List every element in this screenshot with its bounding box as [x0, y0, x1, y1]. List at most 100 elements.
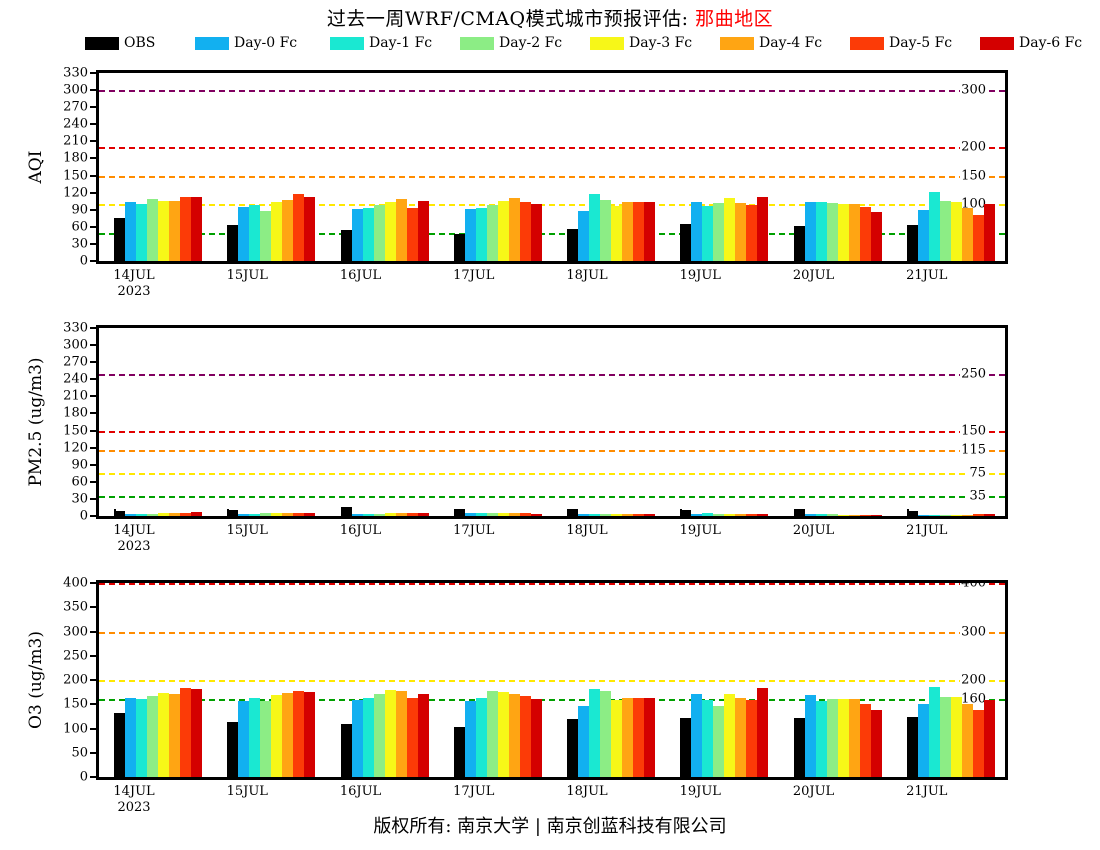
y-tick-label: 210 — [63, 388, 88, 404]
bar — [417, 200, 429, 261]
bar — [917, 514, 929, 516]
threshold-label-200: 200 — [960, 672, 987, 688]
bar — [191, 512, 202, 516]
y-tick-mark — [90, 260, 96, 262]
bar — [395, 513, 407, 516]
bar — [362, 513, 374, 516]
x-tick-label: 17JUL — [453, 523, 495, 538]
x-tick-label: 14JUL — [113, 784, 155, 799]
legend-swatch-icon — [720, 36, 754, 50]
threshold-label-75: 75 — [968, 465, 987, 481]
y-tick-mark — [90, 225, 96, 228]
y-tick-mark — [90, 429, 96, 432]
y-tick-mark — [90, 630, 96, 633]
bar — [293, 690, 305, 777]
x-tick-mark — [227, 254, 230, 261]
y-tick-label: 30 — [71, 491, 88, 507]
bar — [757, 687, 769, 777]
x-tick-label: 16JUL — [339, 523, 382, 538]
y-tick-mark — [90, 446, 96, 449]
bar — [169, 694, 180, 777]
x-tick-mark — [680, 509, 683, 516]
threshold-label-35: 35 — [968, 488, 987, 504]
threshold-line-400 — [99, 583, 1005, 585]
y-tick-label: 400 — [63, 575, 88, 591]
x-tick-label: 15JUL — [226, 523, 268, 538]
bar — [950, 514, 962, 516]
bar — [530, 513, 542, 516]
y-tick-label: 300 — [63, 82, 88, 98]
bar — [191, 688, 202, 777]
threshold-line-115 — [99, 450, 1005, 453]
legend-item-label: Day-0 Fc — [234, 35, 298, 51]
bar — [238, 700, 250, 777]
y-tick-label: 60 — [71, 219, 88, 235]
bar — [702, 513, 714, 516]
x-tick-label: 19JUL — [679, 268, 721, 283]
bar — [497, 200, 509, 261]
bar — [939, 514, 951, 516]
threshold-line-200 — [99, 680, 1005, 682]
threshold-line-200 — [99, 147, 1005, 150]
x-tick-mark — [793, 770, 796, 777]
x-tick-label: 21JUL — [906, 268, 948, 283]
bar — [815, 514, 827, 516]
bar — [826, 514, 838, 516]
y-tick-label: 150 — [63, 168, 88, 184]
bar — [793, 508, 805, 516]
bar — [169, 201, 180, 261]
bar — [227, 509, 239, 516]
bar — [633, 698, 644, 777]
x-tick-label: 17JUL — [453, 784, 495, 799]
x-tick-label: 17JUL — [453, 268, 495, 283]
bar — [271, 513, 283, 516]
bar — [589, 193, 600, 261]
y-tick-label: 90 — [71, 457, 88, 473]
bar — [362, 208, 374, 261]
legend-swatch-icon — [460, 36, 494, 50]
bar — [633, 201, 644, 261]
legend-item-day-6-fc: Day-6 Fc — [980, 33, 1082, 53]
bar — [826, 699, 838, 777]
chart-title-city: 那曲地区 — [695, 8, 774, 30]
bar — [633, 514, 644, 516]
y-tick-mark — [90, 378, 96, 381]
bar — [340, 507, 352, 516]
bar — [125, 513, 136, 516]
threshold-label-300: 300 — [960, 624, 987, 639]
bar — [939, 696, 951, 777]
y-tick-mark — [90, 140, 96, 143]
threshold-line-160 — [99, 699, 1005, 702]
bar — [136, 204, 147, 261]
bar — [961, 704, 973, 777]
bar — [870, 709, 882, 777]
bar — [735, 697, 747, 777]
bar — [622, 202, 633, 261]
bar — [906, 510, 918, 516]
legend-item-label: Day-2 Fc — [499, 35, 563, 51]
bar — [804, 201, 816, 261]
bar — [158, 513, 169, 516]
bar — [567, 509, 578, 516]
plot-area: 50100150200300 — [96, 70, 1008, 264]
x-tick-mark — [680, 254, 683, 261]
bar — [578, 705, 589, 777]
bar — [486, 205, 498, 261]
threshold-line-150 — [99, 175, 1005, 178]
legend-item-obs: OBS — [85, 33, 155, 53]
y-tick-label: 200 — [63, 672, 88, 688]
bar — [983, 514, 995, 516]
threshold-line-50 — [99, 232, 1005, 235]
x-tick-mark — [227, 509, 230, 516]
x-tick-mark — [114, 770, 116, 777]
y-tick-mark — [90, 344, 96, 347]
bar — [158, 693, 169, 777]
bar — [611, 514, 622, 516]
bar — [793, 225, 805, 261]
bar — [680, 509, 692, 516]
panel-pm25: 35 75 115 150 250 0 30 60 90 120 150 180 210 240 270 30… — [26, 321, 1008, 554]
y-tick-label: 0 — [79, 253, 88, 269]
y-tick-label: 150 — [63, 696, 88, 712]
legend-swatch-icon — [85, 36, 119, 50]
bar — [567, 719, 578, 777]
